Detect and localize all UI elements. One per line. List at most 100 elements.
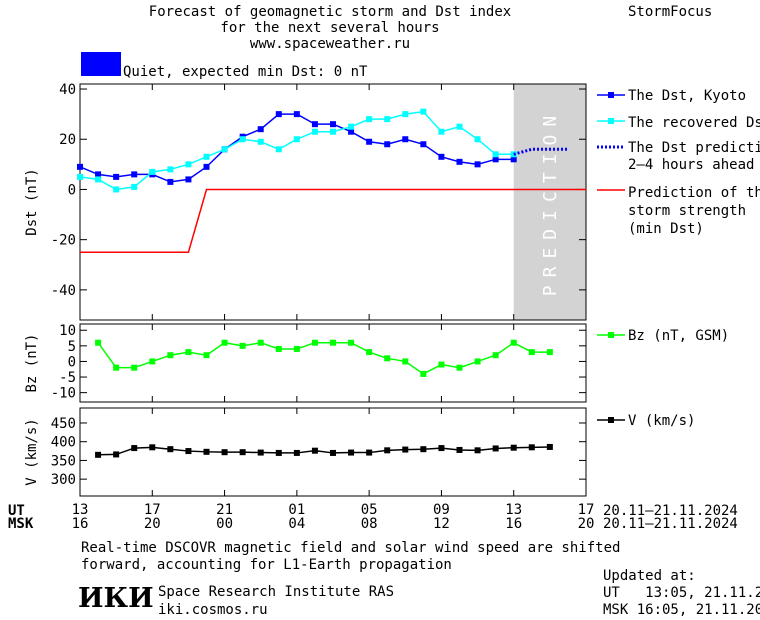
updated-ut: UT 13:05, 21.11.2024: [603, 585, 760, 601]
series-line-1-0: [97, 341, 550, 375]
footer-org-link[interactable]: iki.cosmos.ru: [158, 602, 268, 618]
data-point-0-0: [311, 121, 318, 128]
data-point-2-0: [257, 449, 264, 456]
data-point-2-0: [420, 446, 427, 453]
y-tick-label: 400: [51, 435, 76, 451]
data-point-1-0: [149, 358, 156, 365]
x-tick-label-ut: 09: [433, 502, 450, 518]
x-tick-label-ut: 17: [578, 502, 595, 518]
data-point-0-0: [474, 161, 481, 168]
y-tick-label: 40: [59, 82, 76, 98]
data-point-1-0: [257, 339, 264, 346]
data-point-0-0: [456, 158, 463, 165]
data-point-1-0: [95, 339, 102, 346]
data-point-0-1: [149, 168, 156, 175]
data-point-0-1: [131, 183, 138, 190]
data-point-1-0: [420, 370, 427, 377]
data-point-0-1: [113, 186, 120, 193]
y-axis-label-bz: Bz (nT): [24, 333, 40, 392]
legend-bz-label: Bz (nT, GSM): [628, 328, 730, 344]
data-point-0-1: [77, 173, 83, 180]
legend-strength-label-2: storm strength: [628, 203, 747, 219]
legend-dst-kyoto-swatch-marker: [608, 92, 614, 98]
x-tick-label-msk: 20: [144, 516, 161, 532]
data-point-1-0: [131, 364, 138, 371]
data-point-0-0: [257, 126, 264, 133]
data-point-1-0: [239, 342, 246, 349]
data-point-2-0: [384, 447, 391, 454]
series-line-0-1: [79, 110, 514, 191]
chart-title-url[interactable]: www.spaceweather.ru: [249, 36, 411, 52]
x-axis-msk-label: MSK: [8, 516, 34, 532]
data-point-1-0: [330, 339, 336, 346]
data-point-0-0: [77, 163, 83, 170]
data-point-2-0: [239, 449, 246, 456]
x-tick-label-msk: 16: [505, 516, 522, 532]
brand-name: StormFocus: [628, 4, 713, 20]
status-label: Quiet, expected min Dst: 0 nT: [123, 64, 368, 80]
legend-strength-label-3: (min Dst): [628, 221, 704, 237]
data-point-2-0: [293, 449, 300, 456]
data-point-1-0: [474, 358, 481, 365]
data-point-1-0: [113, 364, 120, 371]
legend-prediction-label-2: 2–4 hours ahead: [628, 157, 755, 173]
data-point-2-0: [456, 446, 463, 453]
y-tick-label: -40: [51, 283, 76, 299]
data-point-2-0: [131, 445, 138, 452]
data-point-2-0: [185, 448, 192, 455]
data-point-2-0: [330, 449, 336, 456]
data-point-1-0: [366, 349, 373, 356]
data-point-2-0: [311, 447, 318, 454]
y-tick-label: 0: [68, 354, 76, 370]
data-point-1-0: [528, 349, 535, 356]
panel-frame: [79, 407, 587, 497]
data-point-2-0: [348, 449, 355, 456]
series-line-0-0: [79, 113, 514, 183]
x-tick-label-msk: 20: [578, 516, 595, 532]
data-point-0-0: [330, 121, 336, 128]
data-point-1-0: [456, 364, 463, 371]
data-point-0-1: [402, 111, 409, 118]
data-point-2-0: [402, 446, 409, 453]
data-point-2-0: [474, 447, 481, 454]
y-tick-label: -20: [51, 233, 76, 249]
x-tick-label-msk: 12: [433, 516, 450, 532]
x-tick-label-ut: 21: [216, 502, 233, 518]
data-point-0-0: [348, 128, 355, 135]
data-point-0-0: [366, 138, 373, 145]
data-point-2-0: [275, 449, 282, 456]
y-tick-label: 20: [59, 132, 76, 148]
legend-bz-swatch-marker: [608, 332, 614, 338]
panel-frame: [79, 323, 587, 403]
data-point-0-1: [420, 108, 427, 115]
footer-org-name: Space Research Institute RAS: [158, 584, 395, 600]
legend-recovered-swatch-marker: [608, 118, 614, 124]
data-point-0-0: [275, 111, 282, 118]
data-point-1-0: [348, 339, 355, 346]
y-tick-label: 5: [68, 339, 76, 355]
data-point-2-0: [492, 445, 499, 452]
data-point-0-1: [474, 136, 481, 143]
data-point-1-0: [546, 349, 553, 356]
data-point-1-0: [185, 349, 192, 356]
legend-v-swatch-marker: [608, 417, 614, 423]
x-axis-ut-label: UT: [8, 503, 25, 519]
data-point-0-1: [203, 153, 210, 160]
x-tick-label-ut: 05: [361, 502, 378, 518]
legend-v-label: V (km/s): [628, 413, 696, 429]
data-point-0-1: [492, 151, 499, 158]
ut-date-range: 20.11–21.11.2024: [603, 503, 738, 519]
data-point-0-0: [492, 156, 499, 163]
x-tick-label-ut: 17: [144, 502, 161, 518]
y-tick-label: 10: [59, 323, 76, 339]
y-tick-label: -5: [59, 370, 76, 386]
chart-title-line2: for the next several hours: [220, 20, 440, 36]
x-tick-label-ut: 01: [288, 502, 305, 518]
data-point-1-0: [510, 339, 517, 346]
data-point-0-1: [293, 136, 300, 143]
data-point-0-0: [402, 136, 409, 143]
data-point-1-0: [275, 345, 282, 352]
data-point-2-0: [546, 443, 553, 450]
data-point-0-0: [95, 171, 102, 178]
